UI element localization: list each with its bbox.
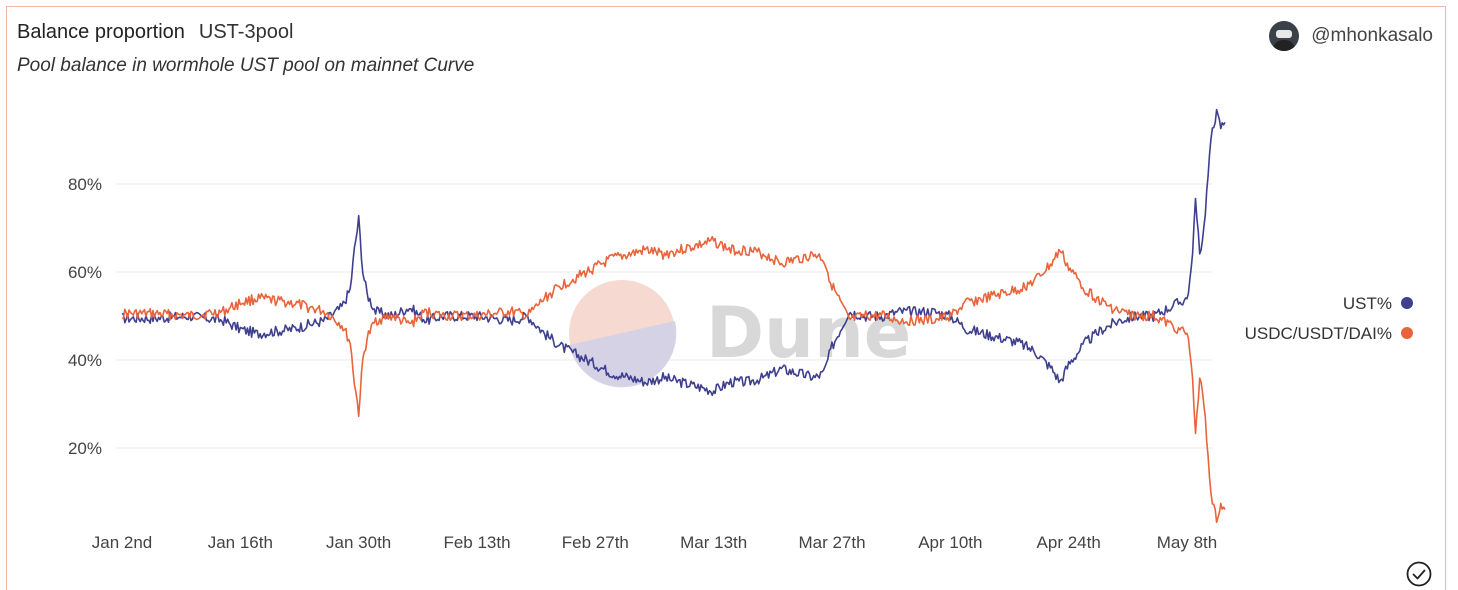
series-line-usdc-usdt-dai: [121, 235, 1226, 524]
y-axis: 20% 40% 60% 80%: [68, 175, 102, 458]
author-name[interactable]: @mhonkasalo: [1311, 25, 1433, 46]
check-icon[interactable]: [1406, 561, 1432, 587]
y-tick-label: 40%: [68, 351, 102, 370]
chart-header: Balance proportion UST-3pool: [17, 21, 293, 44]
y-tick-label: 60%: [68, 263, 102, 282]
legend-label[interactable]: UST%: [1343, 294, 1392, 313]
y-tick-label: 80%: [68, 175, 102, 194]
watermark-text: Dune: [706, 292, 911, 374]
x-tick-label: Jan 2nd: [92, 533, 153, 552]
series-line-ust: [121, 108, 1226, 397]
x-tick-label: Apr 10th: [918, 533, 982, 552]
x-tick-label: Mar 13th: [680, 533, 747, 552]
chart-subtitle: Pool balance in wormhole UST pool on mai…: [17, 55, 475, 76]
avatar[interactable]: [1269, 21, 1300, 51]
author-link[interactable]: @mhonkasalo: [1269, 21, 1433, 51]
legend-dot[interactable]: [1401, 297, 1413, 309]
y-tick-label: 20%: [68, 439, 102, 458]
series-lines: [121, 108, 1226, 524]
x-tick-label: Jan 30th: [326, 533, 391, 552]
chart-title: Balance proportion: [17, 21, 185, 43]
dune-watermark: Dune: [569, 280, 911, 388]
x-tick-label: Feb 13th: [443, 533, 510, 552]
legend-dot[interactable]: [1401, 327, 1413, 339]
x-tick-label: Jan 16th: [208, 533, 273, 552]
x-tick-label: Apr 24th: [1037, 533, 1101, 552]
x-tick-label: Feb 27th: [562, 533, 629, 552]
x-axis: Jan 2nd Jan 16th Jan 30th Feb 13th Feb 27th M…: [92, 533, 1217, 552]
x-tick-label: May 8th: [1157, 533, 1217, 552]
grid: [116, 183, 1212, 449]
x-tick-label: Mar 27th: [798, 533, 865, 552]
legend: UST% USDC/USDT/DAI%: [1245, 294, 1413, 343]
query-name[interactable]: UST-3pool: [198, 21, 294, 43]
legend-label[interactable]: USDC/USDT/DAI%: [1245, 324, 1392, 343]
